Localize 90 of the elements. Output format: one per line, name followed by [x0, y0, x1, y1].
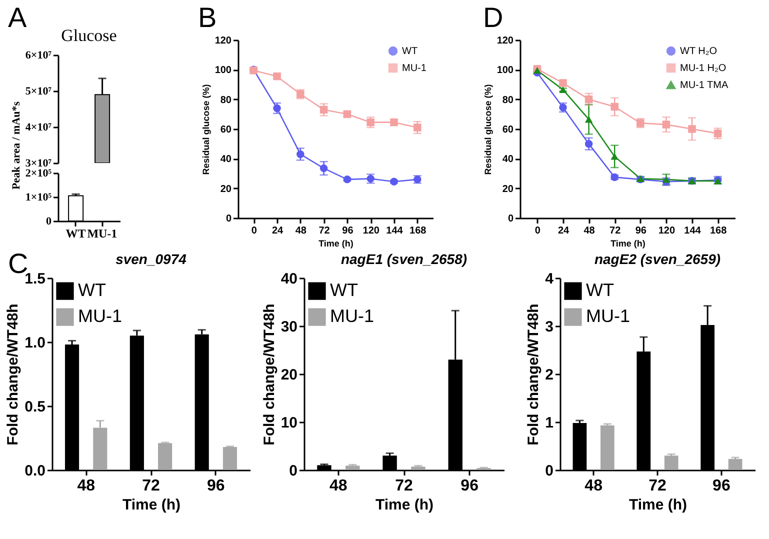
- x-tick-label: 72: [610, 226, 622, 236]
- x-tick-label: 48: [77, 478, 96, 494]
- y-tick-label: 100: [214, 65, 232, 76]
- x-tick-label: 24: [272, 226, 284, 236]
- y-tick-label: 80: [220, 94, 232, 106]
- legend-label: MU-1: [78, 306, 122, 326]
- y-tick-label: 30: [280, 318, 298, 336]
- x-axis-title: Time (h): [318, 238, 354, 248]
- y-tick-label: 3×10⁷: [25, 158, 52, 170]
- x-tick-label: 144: [386, 226, 404, 236]
- x-tick-label: 24: [558, 226, 570, 236]
- x-axis-title: Time (h): [122, 496, 181, 514]
- text: A: [8, 2, 27, 34]
- y-tick-label: 40: [502, 154, 514, 166]
- chart-title: Glucose: [61, 26, 117, 45]
- legend-label: MU-1 H₂O: [680, 63, 726, 74]
- x-tick-label: 72: [395, 478, 413, 494]
- x-tick-label: 120: [658, 226, 676, 236]
- y-tick-label: 0: [226, 214, 232, 224]
- legend-label: WT: [330, 280, 358, 300]
- y-tick-label: 0: [46, 216, 52, 228]
- y-tick-label: 120: [214, 36, 232, 46]
- y-axis-title: Residual glucose (%): [482, 84, 493, 175]
- y-tick-label: 0: [289, 462, 298, 480]
- y-tick-label: 2: [545, 366, 554, 384]
- x-axis-title: Time (h): [628, 496, 688, 514]
- x-tick-label: 96: [342, 226, 354, 236]
- text: D: [483, 2, 504, 34]
- x-tick-label: 120: [362, 226, 380, 236]
- y-tick-label: 20: [220, 184, 232, 195]
- y-tick-label: 120: [496, 36, 514, 46]
- y-tick-label: 1.0: [24, 334, 46, 352]
- y-tick-label: 0: [545, 462, 554, 480]
- y-axis-title: Peak area / mAu*s: [10, 100, 22, 190]
- y-tick-label: 10: [280, 414, 298, 432]
- x-tick-label: WT: [66, 226, 86, 240]
- y-tick-label: 0.5: [24, 398, 46, 416]
- y-axis-title: Fold change/WT48h: [4, 304, 22, 446]
- text: B: [198, 2, 217, 34]
- x-axis-title: Time (h): [610, 238, 646, 248]
- x-tick-label: 48: [295, 226, 307, 236]
- legend-label: WT: [586, 280, 614, 300]
- chart-title: sven_0974: [116, 251, 187, 267]
- y-tick-label: 20: [502, 184, 514, 195]
- x-axis-title: Time (h): [375, 496, 434, 514]
- x-tick-label: 48: [330, 478, 348, 494]
- x-tick-label: 96: [460, 478, 479, 494]
- x-tick-label: 72: [318, 226, 330, 236]
- legend-label: WT: [402, 46, 418, 57]
- y-tick-label: 1: [545, 414, 554, 432]
- x-tick-label: 72: [648, 478, 666, 494]
- x-tick-label: 48: [584, 478, 603, 494]
- y-tick-label: 1×10⁵: [25, 192, 52, 204]
- y-axis-title: Fold change/WT48h: [525, 304, 542, 446]
- x-tick-label: 96: [207, 478, 225, 494]
- y-tick-label: 4×10⁷: [25, 122, 52, 134]
- y-tick-label: 6×10⁷: [25, 50, 52, 62]
- legend-label: MU-1 TMA: [680, 80, 728, 91]
- legend-label: MU-1: [586, 306, 630, 326]
- y-axis-title: Fold change/WT48h: [260, 304, 278, 446]
- x-tick-label: 0: [251, 226, 258, 236]
- y-tick-label: 3: [545, 318, 554, 336]
- x-tick-label: 144: [684, 226, 702, 236]
- legend-label: WT: [78, 280, 106, 300]
- legend-label: MU-1: [330, 306, 374, 326]
- x-tick-label: 48: [584, 226, 596, 236]
- legend-label: WT H₂O: [680, 46, 718, 57]
- y-tick-label: 60: [502, 124, 514, 136]
- x-tick-label: 96: [635, 226, 647, 236]
- y-tick-label: 80: [502, 94, 514, 106]
- x-tick-label: 168: [710, 226, 728, 236]
- x-tick-label: 0: [534, 226, 541, 236]
- y-tick-label: 2×10⁵: [25, 168, 52, 180]
- y-tick-label: 40: [220, 154, 232, 166]
- x-tick-label: 168: [410, 226, 427, 236]
- x-tick-label: MU-1: [87, 226, 118, 240]
- y-tick-label: 0: [508, 214, 514, 224]
- chart-title: nagE2 (sven_2659): [594, 251, 721, 267]
- y-tick-label: 5×10⁷: [25, 86, 52, 98]
- y-axis-title: Residual glucose (%): [200, 84, 211, 175]
- chart-title: nagE1 (sven_2658): [340, 251, 468, 267]
- y-tick-label: 60: [220, 124, 232, 136]
- y-tick-label: 20: [280, 366, 298, 384]
- y-tick-label: 4: [545, 270, 554, 288]
- x-tick-label: 72: [142, 478, 160, 494]
- y-tick-label: 0.0: [24, 462, 46, 480]
- y-tick-label: 100: [496, 65, 514, 76]
- x-tick-label: 96: [712, 478, 730, 494]
- legend-label: MU-1: [402, 63, 427, 74]
- y-tick-label: 40: [280, 270, 298, 288]
